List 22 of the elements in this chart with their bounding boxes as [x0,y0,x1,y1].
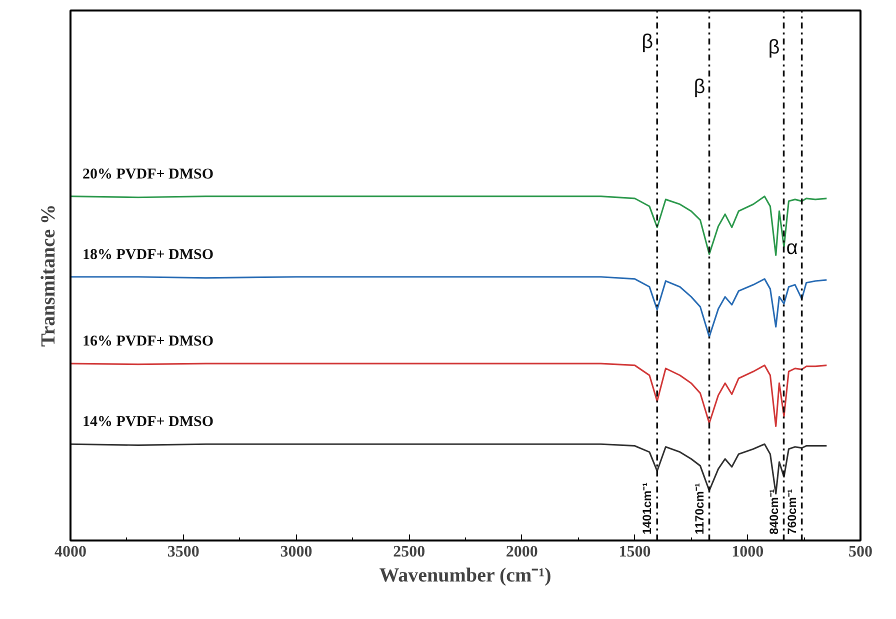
annotation: β [642,31,654,54]
ref-line-label: 1170cm⁻¹ [692,483,706,534]
x-axis-title: Wavenumber (cm⁻¹) [379,564,552,586]
x-tick-label: 500 [848,544,872,560]
x-tick-label: 4000 [54,544,86,560]
series-label: 18% PVDF+ DMSO [82,246,214,263]
x-tick-label: 1500 [618,544,651,560]
annotation: α [786,236,798,259]
y-axis-title: Transmitance % [38,204,60,347]
series-label: 16% PVDF+ DMSO [82,334,214,350]
x-tick-label: 2000 [506,544,538,560]
series-label: 20% PVDF+ DMSO [82,166,214,182]
ref-line-label: 760cm⁻¹ [784,489,799,534]
x-tick-label: 1000 [732,544,764,560]
x-tick-label: 2500 [393,544,426,560]
x-tick-label: 3500 [167,544,200,560]
series-label: 14% PVDF+ DMSO [82,414,214,430]
annotation: β [768,36,780,59]
ref-line-label: 840cm⁻¹ [766,489,781,534]
ref-line-label: 1401cm⁻¹ [640,482,654,534]
x-tick-label: 3000 [280,544,312,560]
annotation: β [694,76,706,98]
